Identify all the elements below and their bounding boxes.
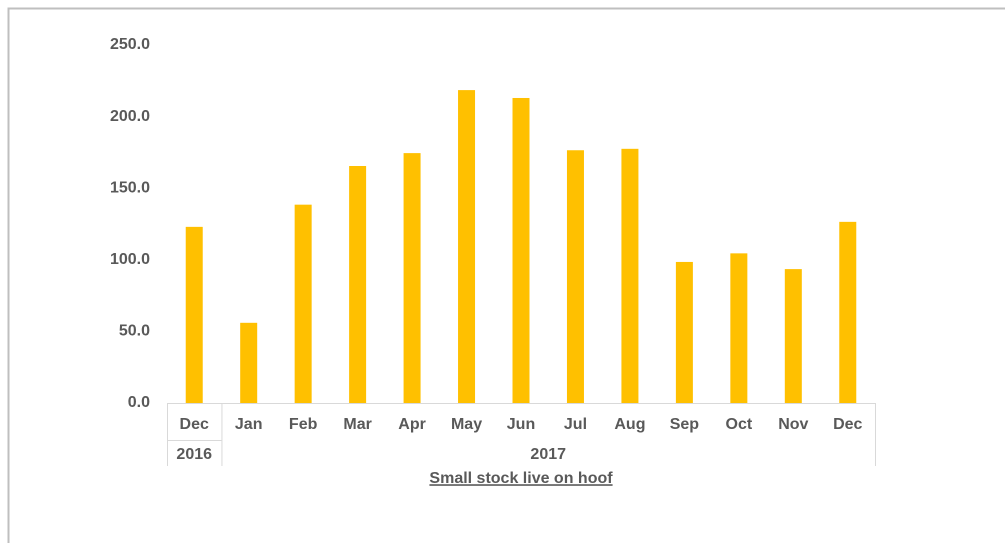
bar [458, 90, 476, 403]
bar [621, 148, 639, 403]
bar [294, 204, 312, 403]
x-tick-label: Apr [398, 416, 426, 433]
bar [240, 322, 258, 403]
x-tick-label: Dec [833, 416, 862, 433]
x-tick-label: Sep [670, 416, 700, 433]
frame [7, 7, 1005, 543]
x-tick-label: Jun [507, 416, 535, 433]
bar [784, 269, 802, 403]
x-tick-label: Nov [778, 416, 808, 433]
bar [403, 153, 421, 403]
y-tick-label: 150.0 [110, 179, 150, 196]
y-tick-label: 100.0 [110, 251, 150, 268]
bar [349, 166, 367, 403]
x-axis-title: Small stock live on hoof [429, 470, 613, 487]
x-tick-label: Oct [726, 416, 753, 433]
x-tick-label: Mar [343, 416, 371, 433]
group-label: 2016 [176, 446, 212, 463]
x-tick-label: Jul [564, 416, 587, 433]
x-tick-label: Dec [180, 416, 209, 433]
y-tick-label: 250.0 [110, 36, 150, 53]
y-tick-label: 0.0 [128, 394, 150, 411]
bar [675, 261, 693, 403]
x-tick-label: Jan [235, 416, 263, 433]
bar [566, 150, 584, 403]
x-tick-label: May [451, 416, 482, 433]
y-tick-label: 50.0 [119, 323, 150, 340]
bar [512, 97, 530, 403]
bar [185, 226, 203, 403]
bar [839, 221, 857, 403]
x-tick-label: Aug [614, 416, 645, 433]
group-label: 2017 [530, 446, 566, 463]
bar [730, 253, 748, 403]
x-tick-label: Feb [289, 416, 318, 433]
y-tick-label: 200.0 [110, 108, 150, 125]
